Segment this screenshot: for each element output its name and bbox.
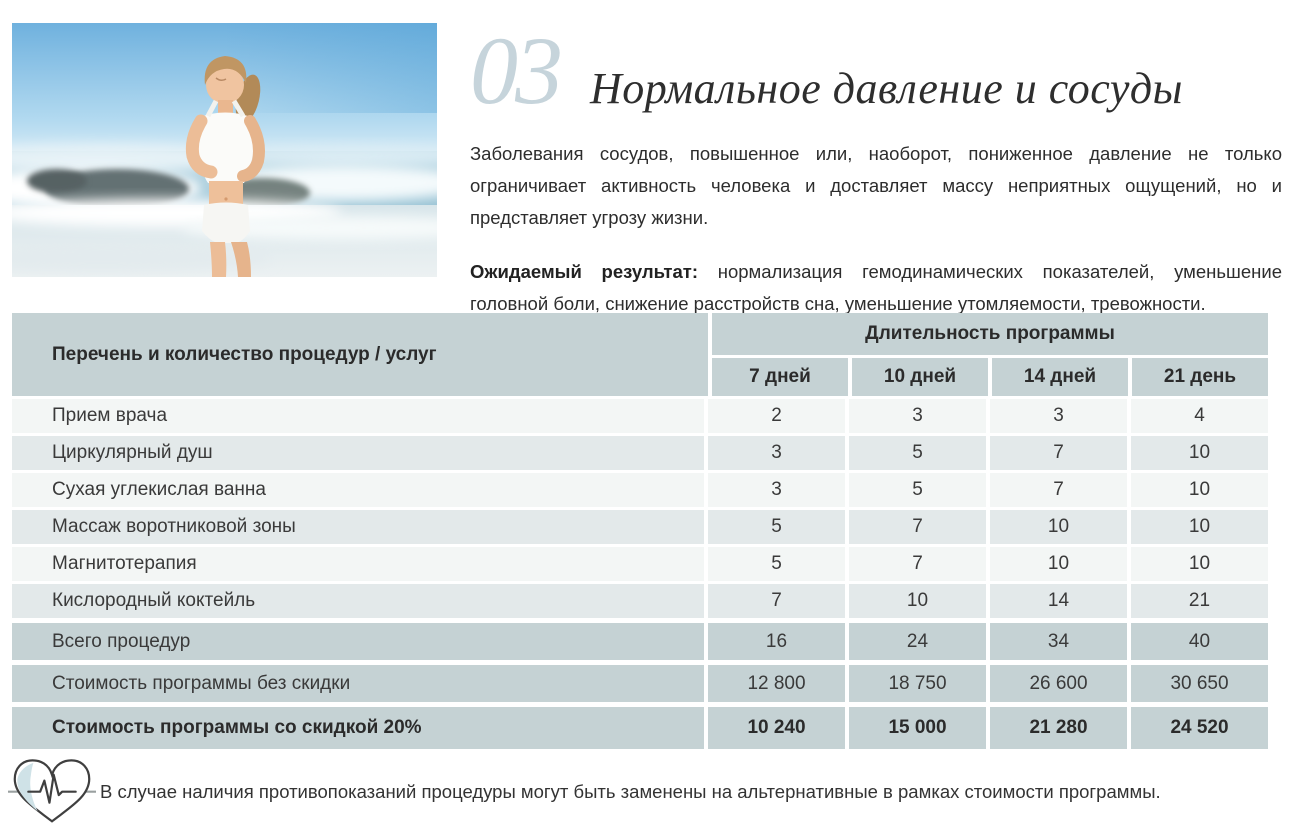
row-value: 7 — [990, 436, 1127, 470]
row-value: 26 600 — [990, 665, 1127, 702]
row-label: Сухая углекислая ванна — [12, 473, 704, 507]
row-value: 10 — [1131, 510, 1268, 544]
row-label: Стоимость программы со скидкой 20% — [12, 707, 704, 749]
row-value: 30 650 — [1131, 665, 1268, 702]
row-value: 5 — [849, 436, 986, 470]
row-value: 3 — [708, 473, 845, 507]
row-value: 10 — [1131, 547, 1268, 581]
row-value: 21 — [1131, 584, 1268, 618]
table-row: Стоимость программы без скидки 12 800 18 7… — [12, 665, 1268, 702]
table-row: Стоимость программы со скидкой 20% 10 240… — [12, 707, 1268, 749]
table-row: Циркулярный душ 3 5 7 10 — [12, 436, 1268, 470]
row-label: Стоимость программы без скидки — [12, 665, 704, 702]
row-value: 4 — [1131, 399, 1268, 433]
expected-result-paragraph: Ожидаемый результат: нормализация гемоди… — [470, 256, 1282, 320]
row-value: 24 — [849, 623, 986, 660]
row-value: 16 — [708, 623, 845, 660]
row-value: 10 — [990, 547, 1127, 581]
table-row: Всего процедур 16 24 34 40 — [12, 623, 1268, 660]
duration-header-10-days: 10 дней — [852, 358, 988, 396]
row-value: 18 750 — [849, 665, 986, 702]
table-row: Массаж воротниковой зоны 5 7 10 10 — [12, 510, 1268, 544]
row-value: 7 — [849, 510, 986, 544]
row-value: 15 000 — [849, 707, 986, 749]
beach-photo-illustration — [12, 23, 437, 277]
row-label: Циркулярный душ — [12, 436, 704, 470]
table-header: Перечень и количество процедур / услуг Д… — [12, 313, 1268, 396]
row-value: 5 — [849, 473, 986, 507]
row-value: 34 — [990, 623, 1127, 660]
row-value: 5 — [708, 547, 845, 581]
header-and-intro: 03 Нормальное давление и сосуды Заболева… — [470, 17, 1282, 339]
row-value: 7 — [990, 473, 1127, 507]
contraindications-note: В случае наличия противопоказаний процед… — [100, 781, 1161, 802]
program-table: Перечень и количество процедур / услуг Д… — [12, 313, 1268, 749]
page-title: Нормальное давление и сосуды — [590, 64, 1183, 113]
beach-jogging-photo — [12, 23, 437, 277]
row-value: 5 — [708, 510, 845, 544]
row-value: 12 800 — [708, 665, 845, 702]
row-value: 14 — [990, 584, 1127, 618]
duration-group-header: Длительность программы — [712, 313, 1268, 355]
row-value: 2 — [708, 399, 845, 433]
woman-figure — [185, 56, 265, 277]
row-value: 3 — [708, 436, 845, 470]
table-row: Кислородный коктейль 7 10 14 21 — [12, 584, 1268, 618]
duration-header-21-days: 21 день — [1132, 358, 1268, 396]
footer-note-row: В случае наличия противопоказаний процед… — [8, 752, 1284, 828]
row-value: 21 280 — [990, 707, 1127, 749]
row-value: 7 — [708, 584, 845, 618]
intro-paragraph: Заболевания сосудов, повышенное или, нао… — [470, 143, 1282, 229]
row-label: Всего процедур — [12, 623, 704, 660]
duration-subheaders: 7 дней 10 дней 14 дней 21 день — [712, 358, 1268, 396]
duration-header-14-days: 14 дней — [992, 358, 1128, 396]
table-row: Сухая углекислая ванна 3 5 7 10 — [12, 473, 1268, 507]
heart-ecg-icon — [8, 759, 96, 823]
row-label: Кислородный коктейль — [12, 584, 704, 618]
expected-result-label: Ожидаемый результат: — [470, 261, 698, 283]
row-value: 10 — [1131, 473, 1268, 507]
section-title-row: 03 Нормальное давление и сосуды — [470, 17, 1282, 124]
duration-header-group: Длительность программы 7 дней 10 дней 14… — [712, 313, 1268, 396]
duration-header-7-days: 7 дней — [712, 358, 848, 396]
section-number: 03 — [470, 17, 563, 124]
row-value: 7 — [849, 547, 986, 581]
table-row: Прием врача 2 3 3 4 — [12, 399, 1268, 433]
row-value: 3 — [849, 399, 986, 433]
row-value: 10 — [990, 510, 1127, 544]
row-value: 24 520 — [1131, 707, 1268, 749]
row-value: 3 — [990, 399, 1127, 433]
table-row: Магнитотерапия 5 7 10 10 — [12, 547, 1268, 581]
procedures-column-header: Перечень и количество процедур / услуг — [12, 313, 708, 396]
table-body: Прием врача 2 3 3 4 Циркулярный душ 3 5 7 10 Сухая… — [12, 399, 1268, 749]
row-value: 10 — [1131, 436, 1268, 470]
row-value: 40 — [1131, 623, 1268, 660]
row-value: 10 — [849, 584, 986, 618]
expected-result-text: нормализация гемодинамических показателе… — [470, 261, 1283, 315]
row-label: Прием врача — [12, 399, 704, 433]
row-label: Магнитотерапия — [12, 547, 704, 581]
row-value: 10 240 — [708, 707, 845, 749]
row-label: Массаж воротниковой зоны — [12, 510, 704, 544]
